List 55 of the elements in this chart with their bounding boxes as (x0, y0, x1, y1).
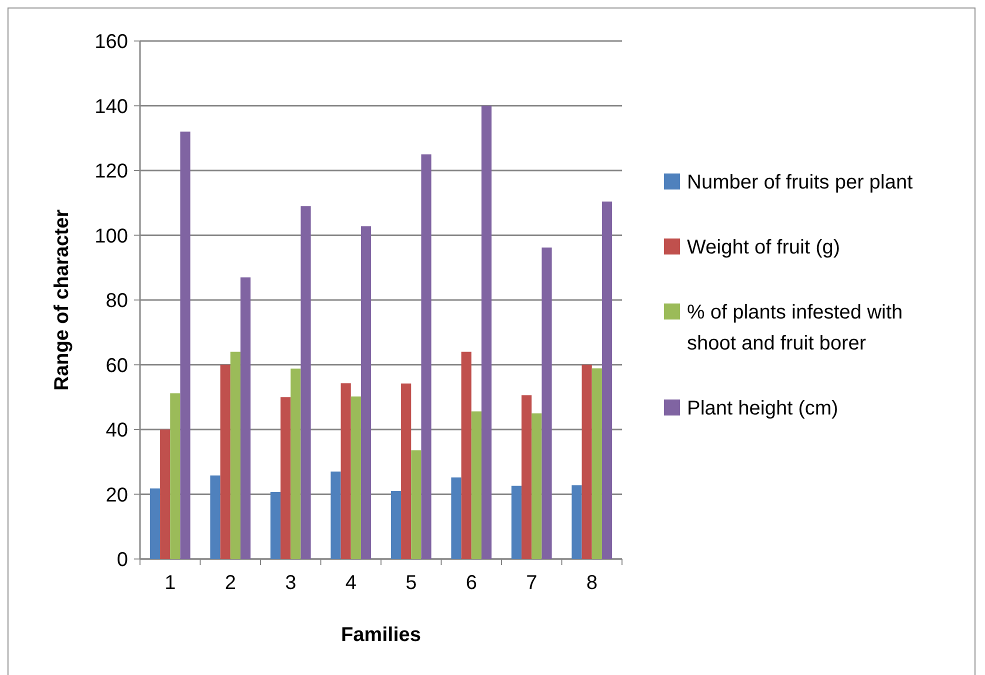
bar (220, 364, 230, 559)
bar (542, 248, 552, 559)
y-tick-label: 0 (116, 549, 128, 571)
x-tick-label: 6 (466, 572, 477, 594)
bar (230, 352, 240, 559)
bar (602, 202, 612, 559)
legend-label: Weight of fruit (g) (687, 236, 840, 258)
y-tick-label: 120 (94, 160, 128, 182)
bar (411, 450, 422, 559)
bar (240, 277, 251, 559)
bar (330, 472, 341, 559)
x-tick-label: 8 (586, 572, 598, 594)
x-tick-label: 7 (526, 572, 538, 594)
legend-label: Number of fruits per plant (687, 172, 914, 194)
bar (170, 393, 180, 559)
y-tick-label: 160 (94, 31, 128, 53)
bar (461, 352, 472, 559)
y-tick-label: 20 (106, 484, 128, 506)
bar (471, 411, 482, 559)
bar (592, 368, 602, 559)
legend-label: % of plants infested with shoot and fruit borer (687, 302, 903, 354)
bar (280, 397, 291, 559)
y-tick-label: 80 (106, 290, 128, 312)
bar (270, 492, 281, 559)
bar (451, 477, 462, 559)
bar (572, 485, 582, 559)
bar (511, 486, 522, 559)
y-tick-label: 40 (106, 420, 128, 442)
x-tick-label: 4 (345, 572, 356, 594)
bar (401, 384, 412, 559)
bar (210, 475, 220, 559)
y-tick-label: 140 (94, 96, 128, 118)
bar (522, 395, 532, 559)
y-axis-title: Range of character (51, 209, 73, 391)
bar (481, 106, 492, 559)
bar (350, 396, 361, 559)
x-axis-title: Families (340, 624, 422, 646)
bar (160, 430, 170, 559)
bar (390, 491, 402, 559)
bar (290, 368, 301, 559)
x-tick-label: 5 (406, 572, 417, 594)
bar (421, 154, 432, 559)
y-tick-label: 100 (94, 225, 128, 248)
x-tick-label: 2 (224, 572, 236, 594)
bar (180, 132, 190, 559)
bar (532, 413, 542, 559)
bar (360, 226, 372, 559)
bar (340, 383, 351, 559)
x-tick-label: 3 (285, 572, 296, 594)
bar (300, 206, 311, 559)
bar (150, 488, 160, 559)
legend-label: Plant height (cm) (687, 398, 838, 420)
x-tick-label: 1 (164, 572, 176, 594)
bar (582, 364, 592, 559)
y-tick-label: 60 (106, 354, 128, 377)
